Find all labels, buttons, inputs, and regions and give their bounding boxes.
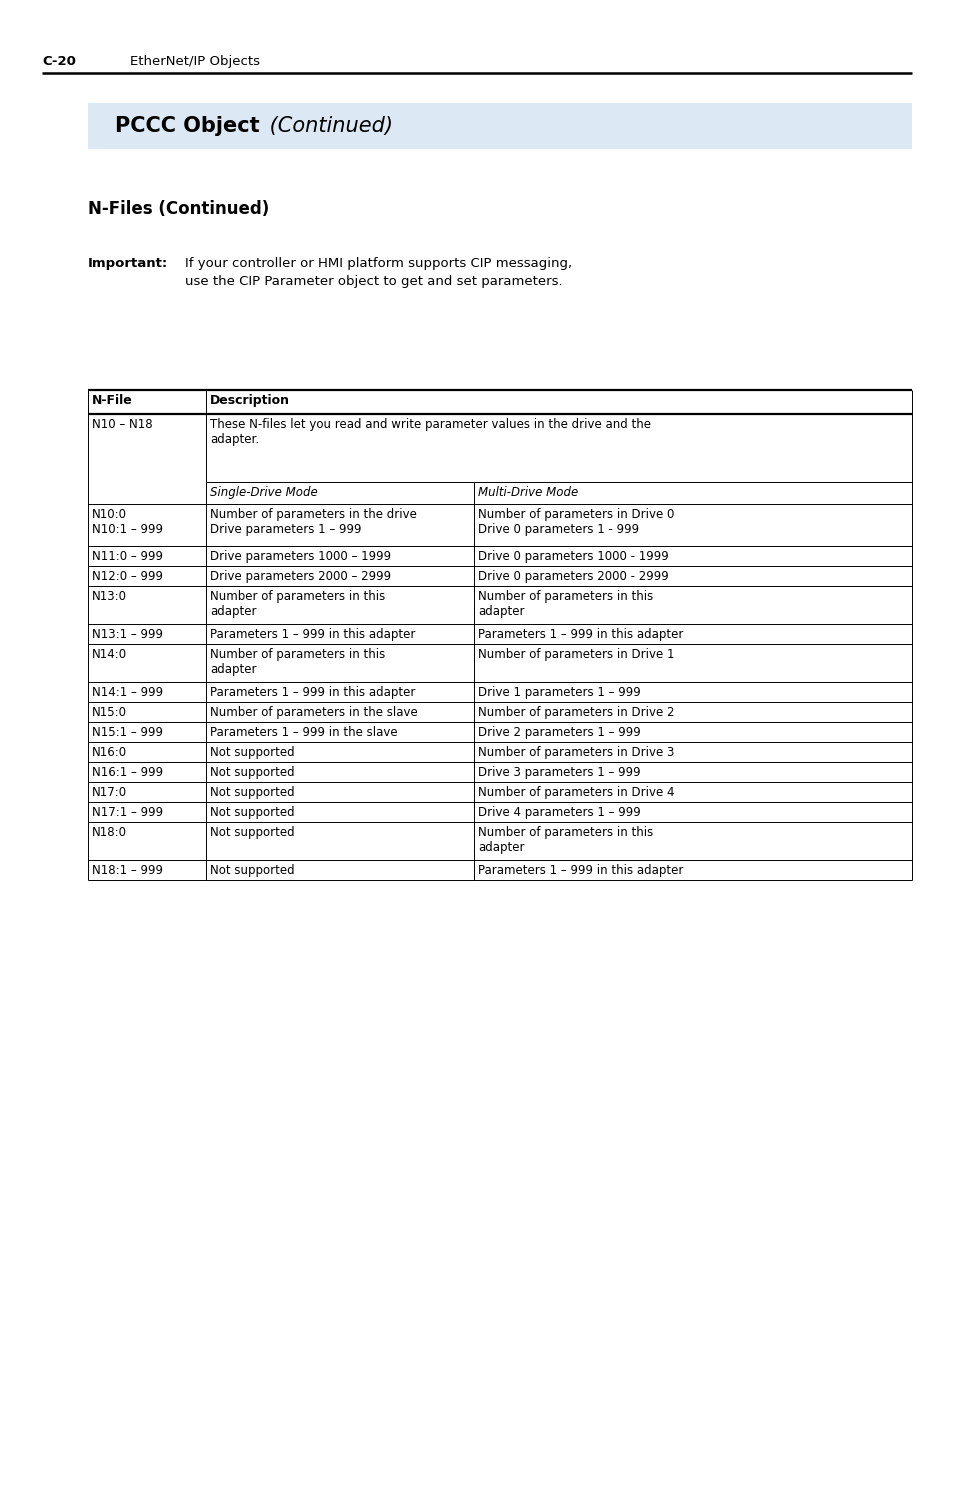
Text: Number of parameters in the drive
Drive parameters 1 – 999: Number of parameters in the drive Drive … [210,509,416,535]
Text: Not supported: Not supported [210,787,294,799]
Bar [88,103,911,149]
Text: N14:1 – 999: N14:1 – 999 [91,686,163,699]
Text: EtherNet/IP Objects: EtherNet/IP Objects [130,55,260,68]
Text: N18:1 – 999: N18:1 – 999 [91,864,163,877]
Text: Not supported: Not supported [210,825,294,839]
Text: Important:: Important: [88,257,168,271]
Text: Parameters 1 – 999 in this adapter: Parameters 1 – 999 in this adapter [477,628,682,641]
Text: Drive 0 parameters 2000 - 2999: Drive 0 parameters 2000 - 2999 [477,570,668,583]
Text: Not supported: Not supported [210,864,294,877]
Text: Number of parameters in the slave: Number of parameters in the slave [210,706,417,720]
Text: (Continued): (Continued) [263,116,393,135]
Text: Number of parameters in Drive 2: Number of parameters in Drive 2 [477,706,674,720]
Text: Parameters 1 – 999 in this adapter: Parameters 1 – 999 in this adapter [210,628,415,641]
Text: Number of parameters in Drive 3: Number of parameters in Drive 3 [477,746,674,758]
Text: Parameters 1 – 999 in this adapter: Parameters 1 – 999 in this adapter [477,864,682,877]
Text: Number of parameters in this
adapter: Number of parameters in this adapter [477,590,653,619]
Text: C-20: C-20 [42,55,76,68]
Text: Not supported: Not supported [210,746,294,758]
Text: If your controller or HMI platform supports CIP messaging,: If your controller or HMI platform suppo… [185,257,572,271]
Text: N16:1 – 999: N16:1 – 999 [91,766,163,779]
Text: Parameters 1 – 999 in the slave: Parameters 1 – 999 in the slave [210,726,397,739]
Text: Number of parameters in Drive 4: Number of parameters in Drive 4 [477,787,674,799]
Text: Drive 3 parameters 1 – 999: Drive 3 parameters 1 – 999 [477,766,640,779]
Text: Parameters 1 – 999 in this adapter: Parameters 1 – 999 in this adapter [210,686,415,699]
Text: Number of parameters in Drive 0
Drive 0 parameters 1 - 999: Number of parameters in Drive 0 Drive 0 … [477,509,674,535]
Text: Drive 2 parameters 1 – 999: Drive 2 parameters 1 – 999 [477,726,640,739]
Text: N12:0 – 999: N12:0 – 999 [91,570,163,583]
Text: Not supported: Not supported [210,806,294,819]
Text: N10 – N18: N10 – N18 [91,418,152,431]
Text: Drive parameters 1000 – 1999: Drive parameters 1000 – 1999 [210,550,391,564]
Text: use the CIP Parameter object to get and set parameters.: use the CIP Parameter object to get and … [185,275,562,288]
Text: N-Files (Continued): N-Files (Continued) [88,199,269,219]
Text: N13:1 – 999: N13:1 – 999 [91,628,163,641]
Text: Number of parameters in this
adapter: Number of parameters in this adapter [477,825,653,854]
Text: N13:0: N13:0 [91,590,127,604]
Text: N15:1 – 999: N15:1 – 999 [91,726,163,739]
Text: N17:1 – 999: N17:1 – 999 [91,806,163,819]
Text: N16:0: N16:0 [91,746,127,758]
Text: N-File: N-File [91,394,132,407]
Text: N15:0: N15:0 [91,706,127,720]
Text: PCCC Object: PCCC Object [115,116,259,135]
Text: N18:0: N18:0 [91,825,127,839]
Text: Number of parameters in this
adapter: Number of parameters in this adapter [210,590,385,619]
Text: N14:0: N14:0 [91,648,127,662]
Text: Number of parameters in Drive 1: Number of parameters in Drive 1 [477,648,674,662]
Text: Number of parameters in this
adapter: Number of parameters in this adapter [210,648,385,677]
Text: Drive parameters 2000 – 2999: Drive parameters 2000 – 2999 [210,570,391,583]
Text: Drive 0 parameters 1000 - 1999: Drive 0 parameters 1000 - 1999 [477,550,668,564]
Text: Description: Description [210,394,290,407]
Text: N10:0
N10:1 – 999: N10:0 N10:1 – 999 [91,509,163,535]
Text: Drive 4 parameters 1 – 999: Drive 4 parameters 1 – 999 [477,806,640,819]
Text: Single-Drive Mode: Single-Drive Mode [210,486,317,500]
Text: Not supported: Not supported [210,766,294,779]
Text: N17:0: N17:0 [91,787,127,799]
Text: Drive 1 parameters 1 – 999: Drive 1 parameters 1 – 999 [477,686,640,699]
Text: These N-files let you read and write parameter values in the drive and the
adapt: These N-files let you read and write par… [210,418,650,446]
Text: Multi-Drive Mode: Multi-Drive Mode [477,486,578,500]
Text: N11:0 – 999: N11:0 – 999 [91,550,163,564]
